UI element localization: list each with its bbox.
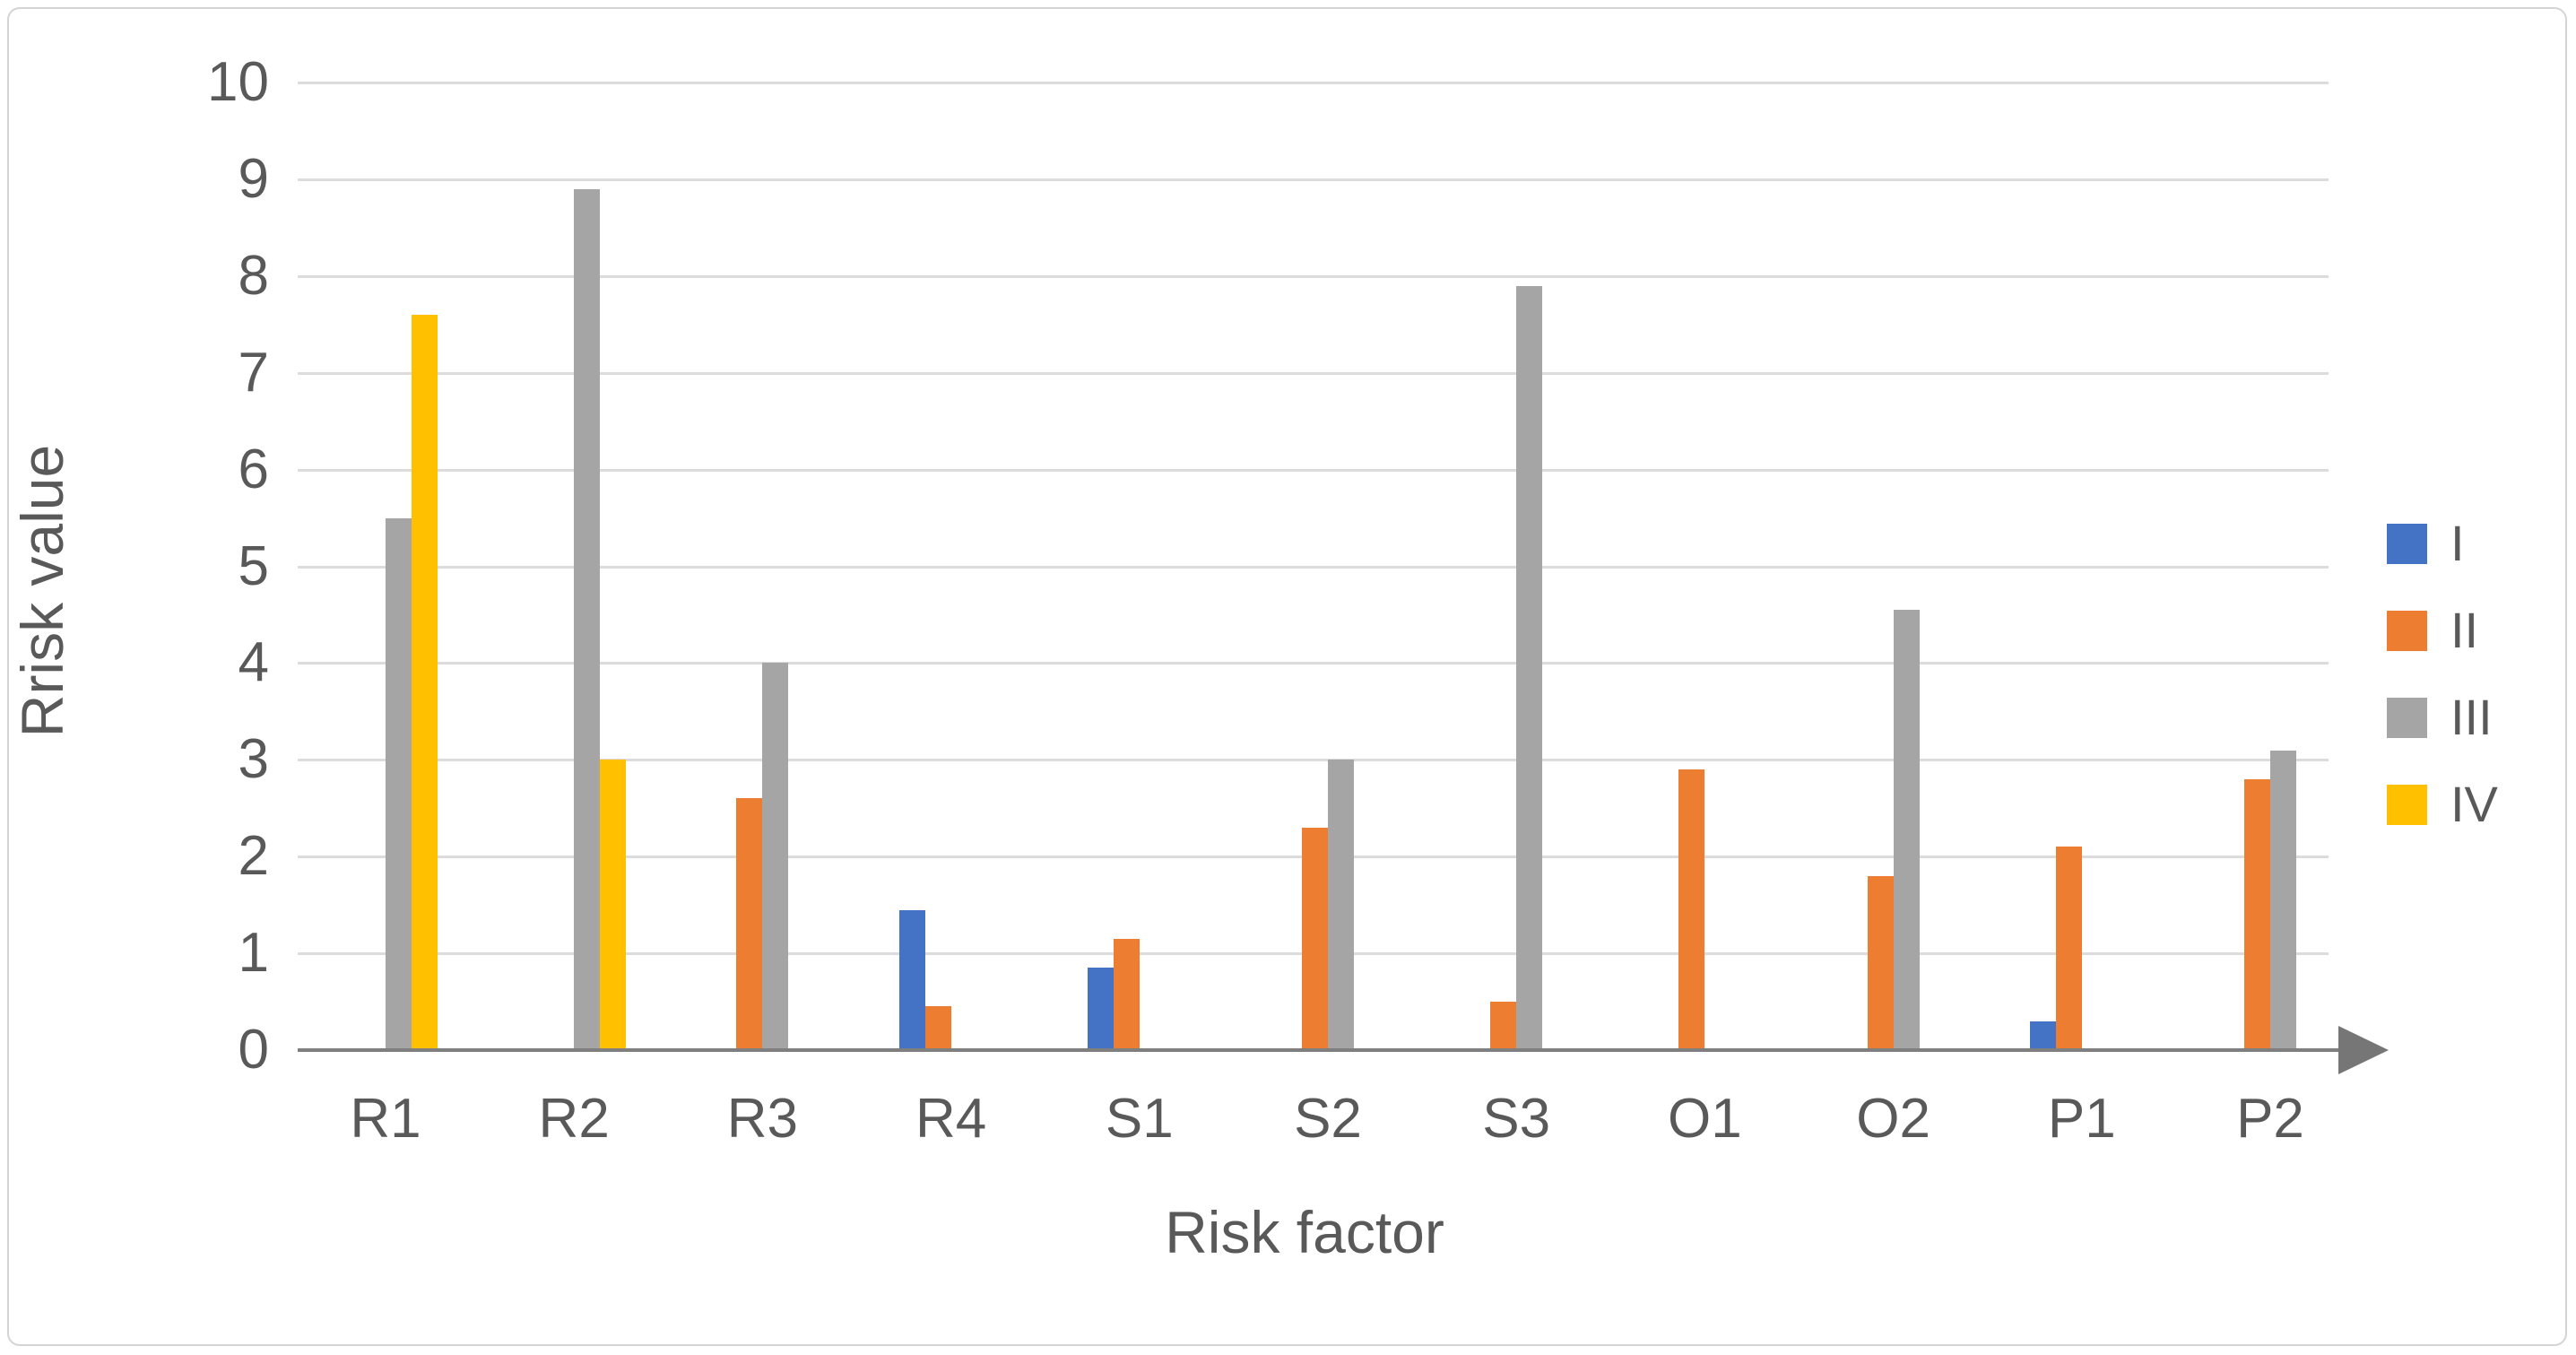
y-tick-label: 7 [238,341,269,404]
bar-P1-II [2055,847,2082,1050]
gridline [298,82,2329,84]
legend-label: I [2450,515,2465,571]
gridline [298,178,2329,181]
x-category-label: R2 [538,1088,610,1150]
y-tick-label: 5 [238,534,269,597]
bar-R1-IV [412,314,438,1050]
legend-item-III: III [2387,689,2498,745]
gridline [298,371,2329,375]
y-tick-label: 1 [238,922,269,985]
x-category-label: R1 [350,1088,421,1150]
x-category-label: R3 [726,1088,799,1150]
gridline [298,274,2329,278]
bar-O2-II [1867,875,1894,1050]
legend-item-II: II [2387,602,2498,658]
gridline [298,759,2329,762]
gridline [298,565,2329,569]
bar-S1-II [1113,938,1140,1050]
x-axis-title: Risk factor [1165,1199,1444,1265]
legend-label: III [2450,689,2493,745]
y-tick-label: 10 [207,51,269,113]
gridline [298,468,2329,472]
x-category-label: O2 [1856,1088,1930,1150]
legend-item-I: I [2387,515,2498,571]
bar-S1-I [1087,968,1114,1050]
bar-P1-I [2029,1021,2056,1050]
legend: I II III IV [2387,515,2498,871]
legend-label: II [2450,602,2479,658]
x-axis-line [298,1048,2342,1052]
x-category-label: S3 [1482,1088,1551,1150]
bar-S2-III [1328,760,1354,1050]
y-tick-label: 6 [238,438,269,500]
bar-O1-II [1678,769,1705,1050]
y-tick-label: 4 [238,631,269,694]
y-tick-label: 9 [238,147,269,210]
y-axis-title: Rrisk value [9,444,75,738]
bar-S2-II [1302,827,1328,1050]
bar-R2-IV [600,760,627,1050]
legend-swatch-I [2387,523,2427,564]
y-tick-label: 8 [238,244,269,307]
y-tick-label: 0 [238,1019,269,1081]
legend-item-IV: IV [2387,776,2498,832]
bar-R3-II [736,798,763,1050]
x-category-label: S1 [1105,1088,1174,1150]
bar-R4-I [898,909,925,1050]
x-category-label: O1 [1668,1088,1742,1150]
bar-S3-III [1516,285,1543,1050]
x-category-label: P1 [2047,1088,2116,1150]
x-axis-arrow-icon [2338,1026,2389,1074]
bar-P2-II [2244,778,2270,1050]
legend-swatch-III [2387,697,2427,738]
y-tick-label: 2 [238,825,269,888]
x-category-label: P2 [2236,1088,2304,1150]
bar-O2-III [1893,610,1920,1050]
legend-swatch-II [2387,610,2427,651]
bar-R3-III [762,663,789,1050]
x-category-label: R4 [915,1088,987,1150]
legend-label: IV [2450,776,2498,832]
y-tick-label: 3 [238,728,269,791]
legend-swatch-IV [2387,784,2427,825]
gridline [298,662,2329,665]
bar-R4-II [924,1006,951,1050]
bar-P2-III [2270,750,2296,1050]
bar-R1-III [386,517,412,1050]
bar-R2-III [574,188,601,1050]
bar-S3-II [1490,1002,1517,1050]
x-category-label: S2 [1294,1088,1362,1150]
